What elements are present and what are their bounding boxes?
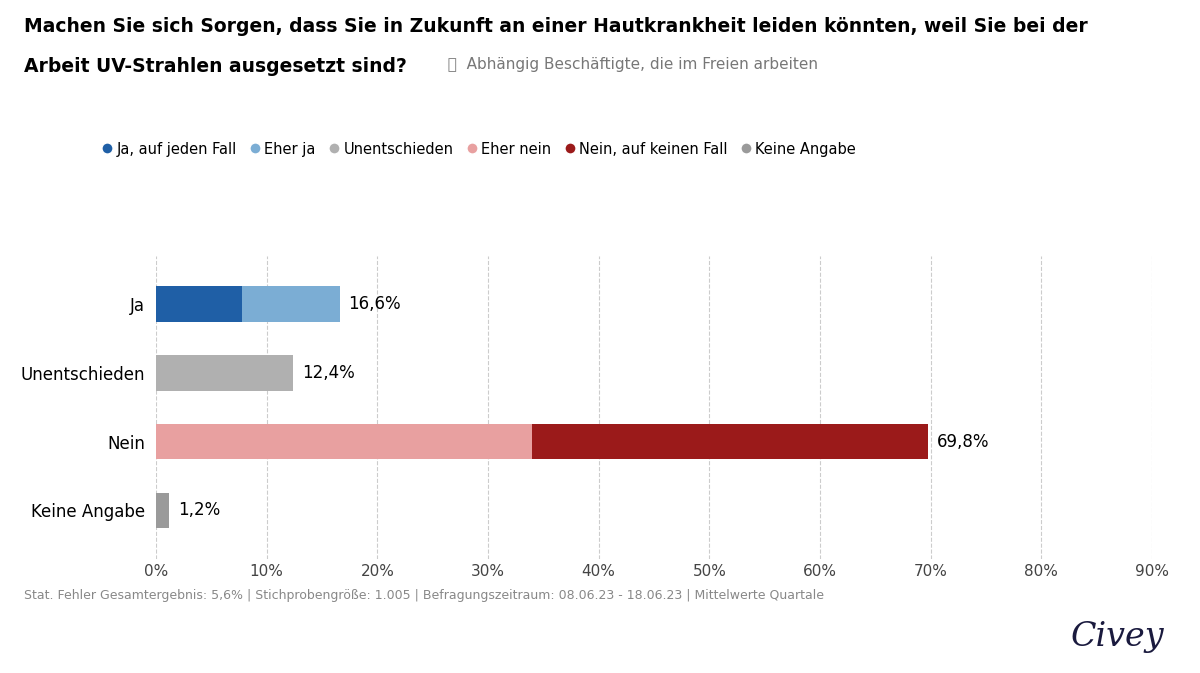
Text: 16,6%: 16,6% — [348, 295, 401, 313]
Text: Arbeit UV-Strahlen ausgesetzt sind?: Arbeit UV-Strahlen ausgesetzt sind? — [24, 57, 407, 76]
Legend: Ja, auf jeden Fall, Eher ja, Unentschieden, Eher nein, Nein, auf keinen Fall, Ke: Ja, auf jeden Fall, Eher ja, Unentschied… — [103, 142, 856, 157]
Text: Stat. Fehler Gesamtergebnis: 5,6% | Stichprobengröße: 1.005 | Befragungszeitraum: Stat. Fehler Gesamtergebnis: 5,6% | Stic… — [24, 590, 824, 602]
Bar — [156, 286, 242, 322]
Bar — [533, 424, 929, 460]
Text: 69,8%: 69,8% — [937, 433, 990, 451]
Text: 12,4%: 12,4% — [302, 363, 355, 382]
Bar — [156, 355, 293, 390]
Text: Civey: Civey — [1070, 621, 1164, 653]
Bar — [156, 424, 533, 460]
Text: ⓘ  Abhängig Beschäftigte, die im Freien arbeiten: ⓘ Abhängig Beschäftigte, die im Freien a… — [438, 57, 818, 72]
Bar — [242, 286, 340, 322]
Text: 1,2%: 1,2% — [178, 501, 221, 520]
Bar — [156, 493, 169, 528]
Text: Machen Sie sich Sorgen, dass Sie in Zukunft an einer Hautkrankheit leiden könnte: Machen Sie sich Sorgen, dass Sie in Zuku… — [24, 17, 1087, 36]
